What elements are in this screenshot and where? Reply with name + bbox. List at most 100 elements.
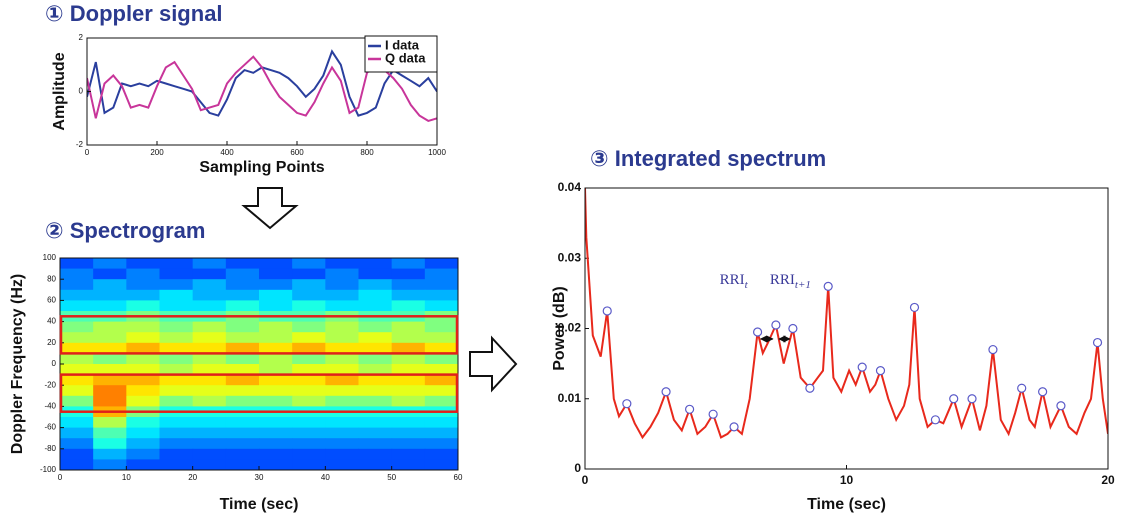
panel-title: ① Doppler signal bbox=[45, 1, 223, 26]
heatmap-cell bbox=[159, 427, 194, 439]
heatmap-cell bbox=[292, 332, 326, 344]
heatmap-cell bbox=[93, 332, 127, 344]
heatmap-cell bbox=[225, 364, 260, 376]
heatmap-cell bbox=[292, 268, 326, 280]
heatmap-cell bbox=[325, 258, 359, 270]
heatmap-cell bbox=[60, 374, 94, 386]
heatmap-cell bbox=[358, 342, 393, 354]
heatmap-cell bbox=[60, 364, 94, 376]
heatmap-cell bbox=[159, 258, 194, 270]
y-axis-label: Power (dB) bbox=[551, 286, 568, 370]
heatmap-cell bbox=[292, 438, 326, 450]
highlight-band bbox=[59, 315, 459, 355]
heatmap-cell bbox=[325, 289, 359, 301]
heatmap-cell bbox=[93, 279, 127, 291]
heatmap-cell bbox=[126, 438, 160, 450]
heatmap-cell bbox=[391, 395, 426, 407]
peak-marker bbox=[1038, 387, 1048, 397]
heatmap-cell bbox=[159, 459, 194, 471]
heatmap-cell bbox=[391, 300, 426, 312]
heatmap-cell bbox=[358, 300, 393, 312]
peak-marker bbox=[684, 404, 695, 414]
annotation-text: RRI bbox=[770, 272, 795, 288]
heatmap-cell bbox=[259, 385, 293, 397]
heatmap-cell bbox=[225, 279, 260, 291]
heatmap-cell bbox=[192, 438, 227, 450]
heatmap-cell bbox=[358, 438, 393, 450]
y-tick-label: 80 bbox=[47, 274, 56, 283]
heatmap-cell bbox=[391, 385, 426, 397]
heatmap-cell bbox=[159, 374, 194, 386]
x-tick-label: 400 bbox=[220, 148, 234, 157]
x-tick-label: 60 bbox=[454, 473, 463, 482]
peak-marker bbox=[857, 362, 867, 372]
heatmap-cell bbox=[159, 353, 194, 365]
x-tick-label: 10 bbox=[840, 473, 854, 487]
heatmap-cell bbox=[424, 459, 459, 471]
heatmap-cell bbox=[126, 353, 160, 365]
plot-frame bbox=[584, 187, 1109, 470]
heatmap-cell bbox=[424, 385, 459, 397]
heatmap-cell bbox=[159, 300, 194, 312]
heatmap-cell bbox=[93, 258, 127, 270]
heatmap-cell bbox=[93, 385, 127, 397]
heatmap-cell bbox=[424, 374, 459, 386]
heatmap-cell bbox=[325, 364, 359, 376]
panel-title: ② Spectrogram bbox=[45, 218, 205, 243]
y-tick-label: 0 bbox=[52, 359, 57, 368]
heatmap-cell bbox=[391, 321, 426, 333]
heatmap-cell bbox=[159, 438, 194, 450]
heatmap-cell bbox=[259, 417, 293, 429]
y-tick-label: 60 bbox=[47, 296, 56, 305]
heatmap-cell bbox=[192, 353, 227, 365]
heatmap-cell bbox=[292, 427, 326, 439]
heatmap-cell bbox=[358, 289, 393, 301]
peak-marker bbox=[602, 306, 612, 316]
heatmap-cell bbox=[126, 342, 160, 354]
heatmap-cell bbox=[424, 279, 459, 291]
heatmap-cell bbox=[159, 448, 194, 460]
heatmap-cell bbox=[225, 438, 260, 450]
heatmap-cell bbox=[358, 364, 393, 376]
heatmap-cell bbox=[292, 258, 326, 270]
heatmap-cell bbox=[325, 427, 359, 439]
heatmap-cell bbox=[60, 332, 94, 344]
x-tick-label: 10 bbox=[122, 473, 131, 482]
y-tick-label: 40 bbox=[47, 317, 56, 326]
heatmap-cell bbox=[391, 353, 426, 365]
heatmap-cell bbox=[159, 385, 194, 397]
heatmap-cell bbox=[325, 448, 359, 460]
heatmap-cell bbox=[358, 374, 393, 386]
heatmap-cell bbox=[259, 459, 293, 471]
heatmap-cell bbox=[126, 395, 160, 407]
heatmap-cell bbox=[192, 448, 227, 460]
heatmap-cell bbox=[126, 459, 160, 471]
heatmap-cell bbox=[424, 258, 459, 270]
heatmap-cell bbox=[391, 258, 426, 270]
x-tick-label: 40 bbox=[321, 473, 330, 482]
x-tick-label: 1000 bbox=[428, 148, 446, 157]
heatmap-cell bbox=[424, 268, 459, 280]
peak-marker bbox=[967, 394, 977, 404]
heatmap-cell bbox=[259, 258, 293, 270]
heatmap-cell bbox=[358, 385, 393, 397]
peak-marker bbox=[788, 323, 798, 334]
heatmap-cell bbox=[225, 374, 260, 386]
heatmap-cell bbox=[391, 332, 426, 344]
heatmap-cell bbox=[259, 448, 293, 460]
heatmap-cell bbox=[93, 417, 127, 429]
peak-marker bbox=[752, 327, 763, 337]
heatmap-cell bbox=[93, 321, 127, 333]
heatmap-cell bbox=[192, 374, 227, 386]
heatmap-cell bbox=[159, 342, 194, 354]
heatmap-cell bbox=[391, 459, 426, 471]
heatmap-cell bbox=[192, 364, 227, 376]
peak-marker bbox=[823, 281, 833, 291]
heatmap-cell bbox=[358, 332, 393, 344]
heatmap-cell bbox=[325, 342, 359, 354]
heatmap-cell bbox=[358, 268, 393, 280]
heatmap-cell bbox=[259, 374, 293, 386]
heatmap-cell bbox=[192, 279, 227, 291]
heatmap-cell bbox=[391, 279, 426, 291]
heatmap-cell bbox=[259, 427, 293, 439]
